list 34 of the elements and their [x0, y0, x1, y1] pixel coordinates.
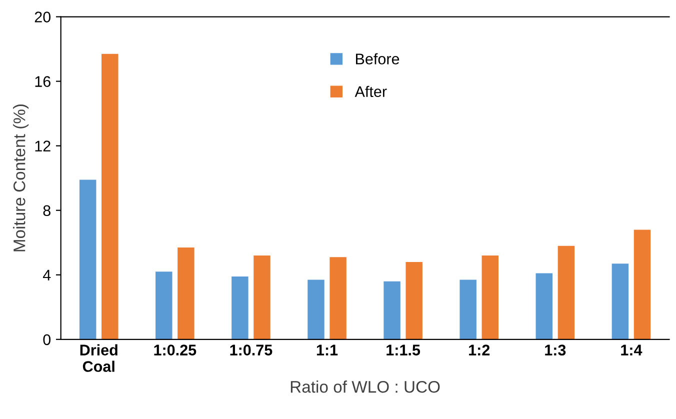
y-tick-label: 16: [35, 76, 50, 87]
bar: [330, 257, 346, 340]
y-tick-label: 4: [42, 270, 51, 280]
bar: [232, 276, 248, 340]
legend-label: Before: [356, 53, 400, 64]
bar: [406, 262, 422, 340]
bar: [102, 54, 118, 340]
bar: [79, 180, 96, 340]
x-tick-label: 1:2: [469, 344, 490, 356]
bar: [178, 247, 194, 340]
bar: [156, 272, 172, 340]
bar: [254, 256, 270, 340]
x-axis-title: Ratio of WLO : UCO: [290, 380, 440, 393]
y-tick-label: 8: [43, 205, 50, 216]
bar: [384, 281, 400, 340]
bar: [558, 246, 575, 340]
bar: [482, 256, 499, 340]
x-tick-label: 1:1.5: [386, 344, 420, 356]
x-tick-label: 1:0.75: [230, 344, 272, 356]
x-tick-label: Dried Coal: [80, 344, 118, 372]
bar: [460, 280, 476, 340]
bar: [612, 264, 629, 340]
bar: [308, 280, 324, 340]
y-tick-label: 20: [34, 12, 51, 22]
y-tick-label: 12: [35, 140, 50, 152]
bar: [536, 273, 553, 340]
x-tick-label: 1:4: [621, 344, 642, 356]
y-axis-title: Moiture Content (%): [13, 104, 29, 252]
bar: [634, 230, 651, 340]
y-tick-label: 0: [43, 334, 51, 346]
x-tick-label: 1:0.25: [154, 344, 196, 356]
legend-label: After: [354, 86, 387, 98]
x-tick-label: 1:1: [316, 344, 338, 356]
x-tick-label: 1:3: [545, 344, 566, 356]
